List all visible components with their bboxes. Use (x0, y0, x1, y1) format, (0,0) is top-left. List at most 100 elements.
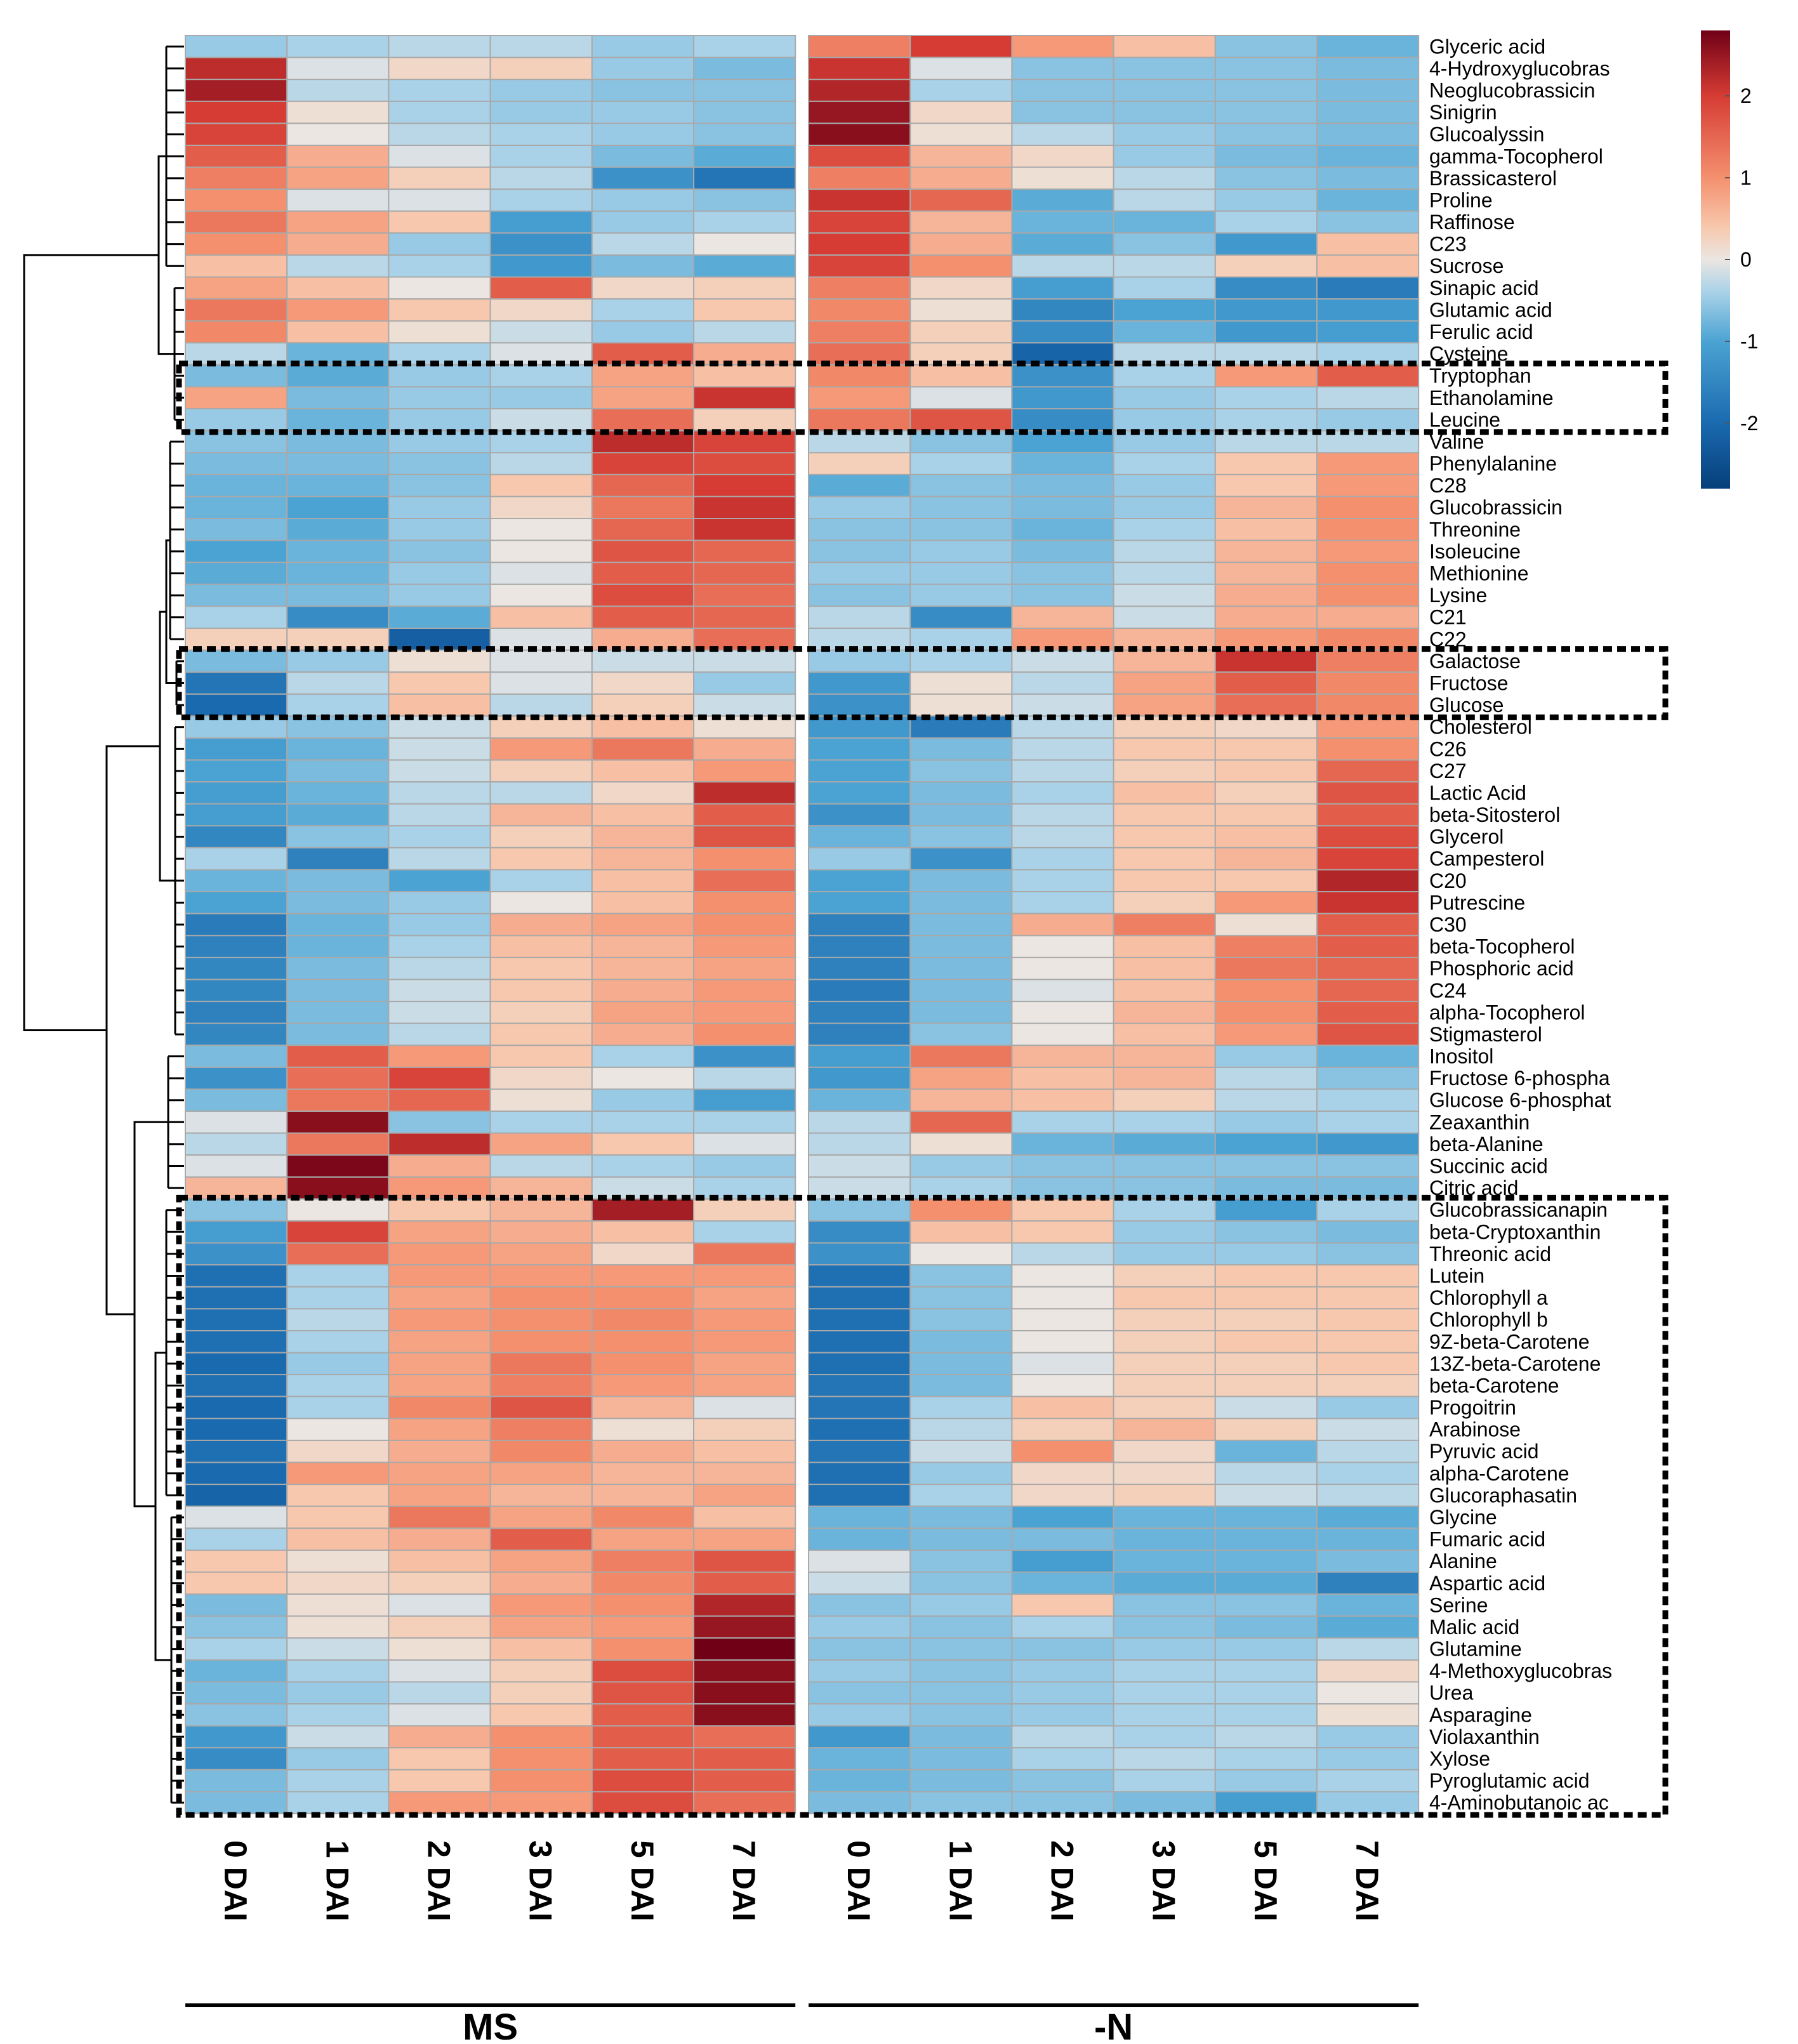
heatmap-cell (1011, 671, 1114, 695)
heatmap-cell (1011, 1703, 1114, 1727)
row-label: Glucobrassicin (1429, 496, 1563, 519)
heatmap-cell (1316, 122, 1420, 146)
heatmap-cell (909, 693, 1013, 717)
heatmap-cell (909, 188, 1013, 212)
row-label: Sinapic acid (1429, 277, 1539, 300)
heatmap-cell (808, 1791, 911, 1814)
heatmap-cell (1316, 869, 1420, 893)
heatmap-cell (693, 1637, 797, 1661)
heatmap-cell (1214, 1286, 1318, 1310)
heatmap-cell (1113, 562, 1216, 585)
heatmap-cell (489, 254, 593, 278)
heatmap-cell (909, 1725, 1013, 1749)
highlight-boxes (176, 360, 1669, 1818)
heatmap-cell (1316, 210, 1420, 234)
heatmap-cell (591, 364, 694, 388)
row-label: Serine (1429, 1593, 1488, 1616)
heatmap-cell (1011, 1725, 1114, 1749)
heatmap-cell (1113, 539, 1216, 564)
heatmap-cell (1113, 869, 1216, 893)
heatmap-cell (185, 1703, 288, 1727)
heatmap-cell (591, 1725, 694, 1749)
heatmap-cell (1011, 1132, 1114, 1156)
heatmap-cell (1113, 1505, 1216, 1529)
heatmap-cell (388, 891, 491, 914)
heatmap-cell (909, 1154, 1013, 1178)
heatmap-cell (286, 452, 390, 475)
heatmap-cell (489, 1154, 593, 1178)
heatmap-cell (489, 1637, 593, 1661)
heatmap-cell (1113, 1308, 1216, 1331)
heatmap-cell (1011, 539, 1114, 564)
highlight-box (176, 646, 1669, 720)
heatmap-cell (1011, 583, 1114, 607)
heatmap-cell (1011, 1242, 1114, 1266)
heatmap-cell (1113, 166, 1216, 190)
heatmap-cell (909, 1637, 1013, 1661)
row-label: Ferulic acid (1429, 320, 1533, 343)
heatmap-cell (1113, 913, 1216, 937)
heatmap-cell (388, 79, 491, 102)
heatmap-cell (388, 320, 491, 344)
heatmap-cell (1316, 166, 1420, 190)
heatmap-cell (286, 1352, 390, 1376)
heatmap-cell (1011, 232, 1114, 256)
heatmap-cell (1316, 803, 1420, 827)
row-label: beta-Alanine (1429, 1133, 1544, 1156)
heatmap-cell (1113, 1747, 1216, 1770)
heatmap-cell (185, 1747, 288, 1770)
heatmap-cell (1011, 825, 1114, 848)
heatmap-cell (1113, 1066, 1216, 1090)
heatmap-cell (591, 1681, 694, 1704)
heatmap-cell (1214, 1395, 1318, 1420)
heatmap-cell (693, 1659, 797, 1683)
row-label: Violaxanthin (1429, 1725, 1540, 1748)
heatmap-cell (1316, 35, 1420, 58)
heatmap-cell (591, 693, 694, 717)
heatmap-cell (591, 979, 694, 1003)
heatmap-cell (286, 1637, 390, 1661)
heatmap-cell (185, 1352, 288, 1376)
heatmap-cell (1011, 781, 1114, 805)
heatmap-cell (1011, 1484, 1114, 1507)
row-label: Glyceric acid (1429, 35, 1545, 58)
heatmap-cell (1214, 1571, 1318, 1595)
heatmap-cell (388, 737, 491, 761)
heatmap-cell (388, 1264, 491, 1288)
row-label: Stigmasterol (1429, 1023, 1542, 1046)
heatmap-cell (388, 518, 491, 541)
heatmap-cell (388, 166, 491, 190)
heatmap-cell (909, 1352, 1013, 1376)
heatmap-cell (286, 1022, 390, 1046)
heatmap-cell (693, 1001, 797, 1024)
heatmap-cell (185, 1418, 288, 1441)
heatmap-cell (1316, 847, 1420, 871)
heatmap-cell (1316, 1505, 1420, 1529)
heatmap-cell (286, 408, 390, 432)
heatmap-cell (808, 956, 911, 980)
heatmap-cell (1214, 320, 1318, 344)
heatmap-cell (1316, 232, 1420, 256)
dendrogram-branch (23, 254, 159, 1031)
heatmap-cell (1316, 276, 1420, 300)
row-label: Glycerol (1429, 826, 1504, 848)
heatmap-cell (1316, 1703, 1420, 1727)
row-label: Isoleucine (1429, 540, 1521, 563)
heatmap-cell (1113, 298, 1216, 322)
heatmap-cell (693, 1725, 797, 1749)
heatmap-cell (909, 254, 1013, 278)
heatmap-cell (1214, 869, 1318, 893)
heatmap-cell (808, 1220, 911, 1244)
heatmap-cell (1316, 1220, 1420, 1244)
heatmap-cell (909, 35, 1013, 58)
heatmap-cell (808, 408, 911, 432)
row-label: Fumaric acid (1429, 1528, 1545, 1551)
heatmap-cell (1316, 1418, 1420, 1441)
heatmap-cell (1316, 1461, 1420, 1486)
heatmap-cell (1113, 386, 1216, 410)
heatmap-cell (1214, 210, 1318, 234)
heatmap-cell (1316, 56, 1420, 81)
heatmap-cell (591, 1330, 694, 1354)
heatmap-cell (1316, 1484, 1420, 1507)
heatmap-cell (286, 79, 390, 102)
